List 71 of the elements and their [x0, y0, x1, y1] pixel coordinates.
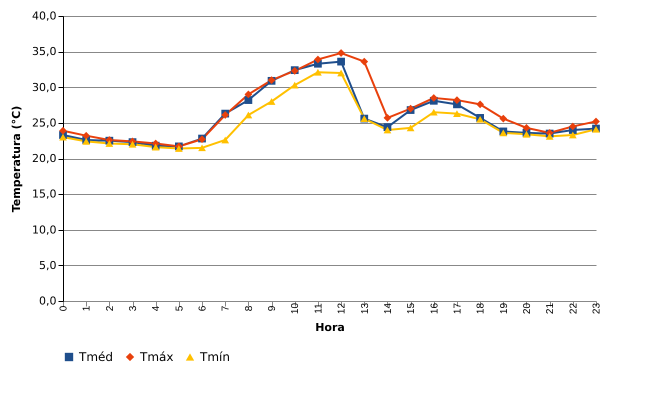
point [59, 126, 67, 135]
point [105, 140, 114, 147]
point [314, 68, 322, 76]
point [592, 118, 600, 126]
point [568, 132, 577, 138]
x-tick-label: 17 [452, 302, 464, 314]
point [128, 140, 136, 148]
point [406, 124, 414, 132]
point [384, 126, 392, 134]
point [430, 108, 438, 116]
x-tick-label: 14 [382, 302, 394, 314]
y-tick-label: 20,0 [32, 152, 56, 165]
point [337, 58, 345, 66]
x-tick-label: 16 [429, 302, 440, 314]
x-tick-label: 18 [476, 302, 487, 314]
y-axis-title: Temperatura (°C) [10, 106, 24, 212]
point [568, 122, 577, 130]
x-tick-label: 9 [267, 305, 278, 312]
x-tick-label: 20 [522, 302, 533, 314]
x-tick-label: 11 [313, 302, 324, 314]
point [314, 56, 322, 64]
point [337, 49, 345, 57]
x-tick-label: 6 [198, 305, 209, 312]
point [244, 90, 252, 98]
x-tick-label: 0 [58, 305, 70, 312]
x-tick-label: 21 [545, 302, 556, 314]
legend-label: Tméd [78, 350, 114, 364]
point [476, 100, 484, 108]
y-tick-label: 30,0 [32, 80, 56, 94]
x-tick-label: 10 [290, 302, 302, 314]
legend-label: Tmáx [139, 350, 174, 364]
x-tick-label: 22 [568, 302, 580, 314]
x-tick-label: 15 [406, 302, 418, 314]
point [453, 96, 461, 104]
x-tick-label: 13 [360, 302, 371, 314]
legend-label: Tmín [199, 350, 230, 364]
x-tick-label: 3 [128, 305, 140, 312]
point [453, 110, 461, 117]
point [360, 58, 368, 66]
point [244, 112, 252, 118]
point [430, 94, 438, 102]
x-tick-label: 5 [174, 305, 186, 312]
point [268, 98, 276, 105]
x-tick-label: 8 [244, 305, 255, 312]
x-tick-label: 23 [592, 302, 602, 314]
x-tick-label: 2 [104, 305, 116, 312]
point [174, 145, 183, 152]
point [384, 114, 392, 122]
x-tick-label: 19 [498, 302, 510, 314]
x-tick-label: 1 [82, 305, 93, 312]
y-tick-label: 10,0 [32, 223, 56, 236]
point [221, 136, 230, 144]
y-tick-label: 15,0 [32, 188, 56, 201]
point [82, 132, 90, 140]
point [244, 96, 252, 104]
y-tick-label: 0,0 [39, 294, 56, 308]
point [522, 124, 530, 132]
x-tick-label: 12 [336, 302, 348, 314]
y-tick-label: 40,0 [32, 10, 56, 22]
point [290, 82, 299, 88]
x-tick-label: 4 [151, 305, 162, 312]
point [499, 114, 508, 122]
point [59, 134, 67, 140]
x-tick-label: 7 [220, 305, 232, 312]
point [337, 70, 345, 76]
point [198, 144, 206, 152]
y-tick-label: 25,0 [32, 116, 56, 130]
y-tick-label: 5,0 [39, 258, 56, 272]
x-axis-title: Hora [315, 321, 345, 334]
y-tick-label: 35,0 [32, 45, 56, 58]
point [546, 133, 554, 140]
